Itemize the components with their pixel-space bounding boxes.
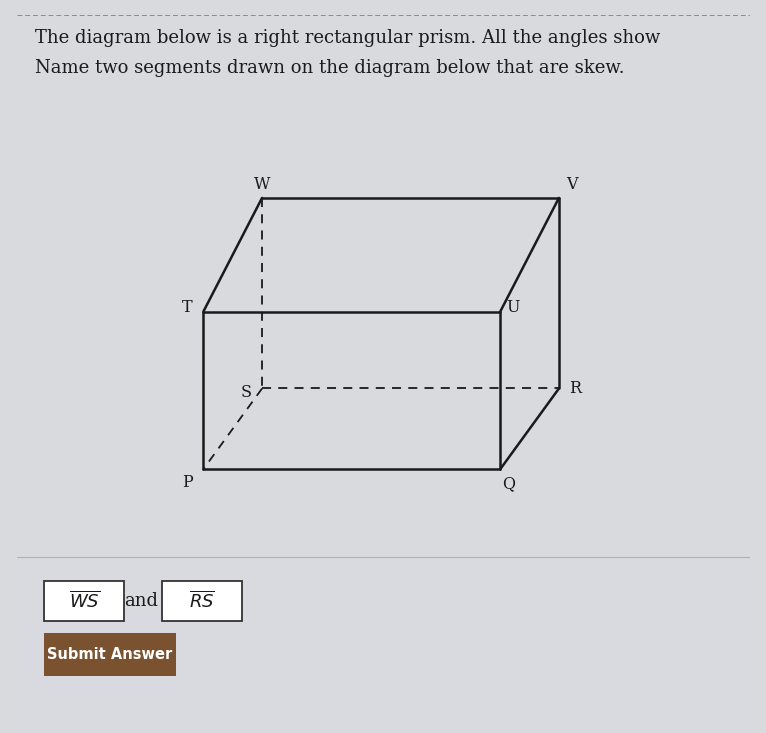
FancyBboxPatch shape bbox=[44, 581, 124, 621]
Text: Submit Answer: Submit Answer bbox=[47, 647, 172, 662]
Text: $\overline{WS}$: $\overline{WS}$ bbox=[69, 591, 100, 611]
Bar bbox=[17, 557, 749, 733]
Text: V: V bbox=[566, 176, 578, 194]
FancyBboxPatch shape bbox=[44, 633, 175, 676]
Text: Name two segments drawn on the diagram below that are skew.: Name two segments drawn on the diagram b… bbox=[34, 59, 624, 77]
FancyBboxPatch shape bbox=[162, 581, 241, 621]
Text: Q: Q bbox=[502, 475, 516, 493]
Text: $\overline{RS}$: $\overline{RS}$ bbox=[188, 591, 214, 611]
Text: T: T bbox=[182, 299, 192, 317]
Text: S: S bbox=[241, 383, 251, 401]
Text: P: P bbox=[182, 474, 193, 491]
Text: W: W bbox=[254, 176, 270, 194]
Text: and: and bbox=[124, 592, 158, 610]
Text: The diagram below is a right rectangular prism. All the angles show: The diagram below is a right rectangular… bbox=[34, 29, 660, 48]
Text: R: R bbox=[569, 380, 581, 397]
Text: U: U bbox=[507, 299, 520, 317]
